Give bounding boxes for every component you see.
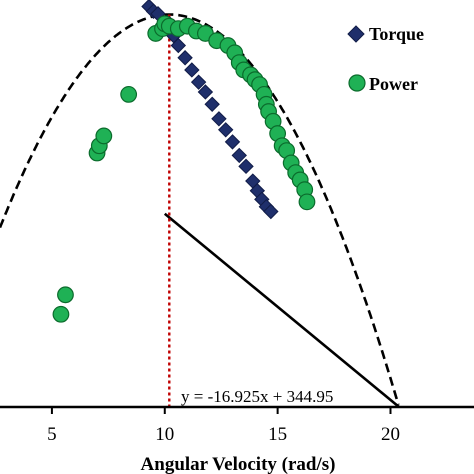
legend-item-torque: Torque [347,24,424,44]
torque-point [190,74,207,90]
power-point [57,286,74,304]
x-tick-label: 10 [155,424,174,445]
legend-torque-label: Torque [369,24,424,44]
power-point [95,127,113,145]
torque-point [231,147,247,164]
legend-power-marker [348,74,366,92]
x-tick-label: 20 [381,424,400,445]
equation-annotation: y = -16.925x + 344.95 [181,387,333,406]
torque-point [184,62,200,78]
x-axis-title: Angular Velocity (rad/s) [141,454,336,474]
torque-point [197,84,214,100]
torque-point [263,203,279,220]
torque-point [170,37,187,54]
torque-point [238,158,254,175]
torque-point [211,111,227,127]
x-axis: 5 10 15 20 [0,405,474,445]
torque-point [218,122,234,138]
legend: Torque Power [347,24,424,94]
power-point [298,193,316,211]
power-fit-curve [0,13,400,406]
legend-torque-marker [347,25,365,43]
x-tick-label: 15 [268,424,287,445]
torque-point [177,50,193,66]
torque-fit-line [163,212,400,408]
torque-point [224,134,241,150]
x-tick-label: 5 [47,424,57,445]
legend-power-label: Power [369,74,418,94]
legend-item-power: Power [348,74,418,94]
power-point [52,305,70,323]
torque-point [204,96,220,112]
plot-area [0,0,400,408]
power-point [120,85,138,103]
